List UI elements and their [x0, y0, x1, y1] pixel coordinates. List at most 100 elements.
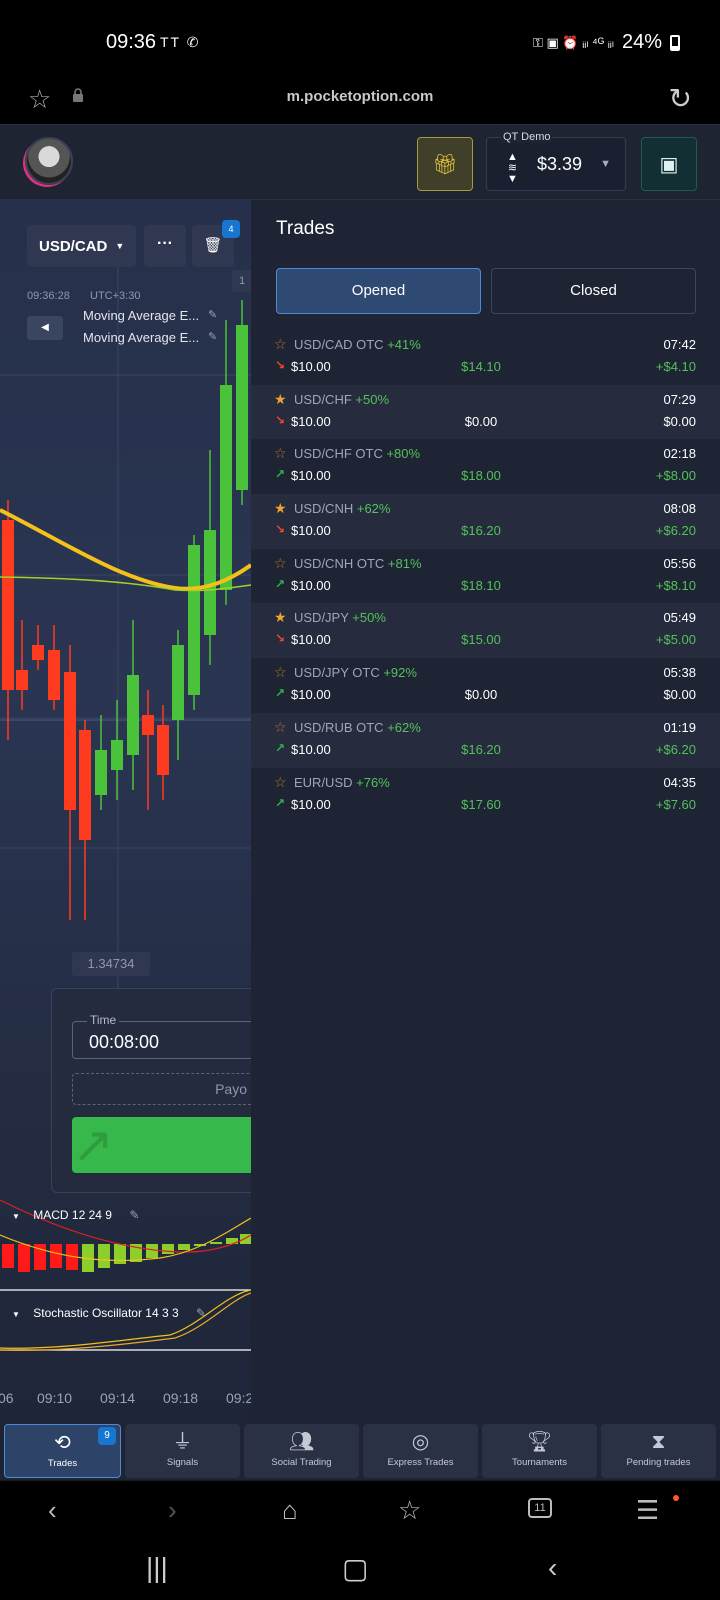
tab-label: Trades [47, 1458, 78, 1469]
account-balance: $3.39 [537, 154, 583, 174]
trade-duration: 02:18 [663, 446, 696, 462]
indicators-collapse-button[interactable]: ◀ [27, 316, 63, 340]
more-button[interactable]: ··· [144, 225, 186, 267]
menu-icon[interactable]: ☰ [636, 1495, 660, 1525]
caret-down-icon: ▼ [12, 1310, 20, 1319]
star-icon[interactable]: ★ [274, 609, 287, 626]
tab-badge: 9 [98, 1427, 116, 1445]
trade-row[interactable]: ★ USD/JPY +50% 05:49 ↘ $10.00 $15.00 +$5.00 [251, 603, 720, 659]
macd-label: MACD 12 24 9 [33, 1208, 112, 1222]
trades-list: ☆ USD/CAD OTC +41% 07:42 ↘ $10.00 $14.10 +$4.1… [251, 330, 720, 822]
macd-bar [226, 1238, 238, 1244]
trade-profit: +$6.20 [655, 523, 696, 539]
indicator-label: Moving Average E... [83, 308, 200, 323]
trade-amount: $10.00 [291, 413, 331, 429]
gift-button[interactable]: 🎁︎ [417, 137, 473, 191]
asset-pair: USD/CAD [39, 237, 108, 255]
buy-button[interactable]: ↗ [72, 1117, 251, 1173]
macd-header[interactable]: ▼ MACD 12 24 9 ✎ [12, 1208, 139, 1222]
trade-row[interactable]: ★ USD/CHF +50% 07:29 ↘ $10.00 $0.00 $0.00 [251, 384, 720, 440]
trade-duration: 04:35 [663, 774, 696, 790]
star-icon[interactable]: ★ [274, 390, 287, 407]
reload-icon[interactable]: ↻ [668, 83, 692, 114]
deposit-button[interactable]: ▣ [641, 137, 697, 191]
trade-row[interactable]: ☆ USD/CNH OTC +81% 05:56 ↗ $10.00 $18.10 +$8.1… [251, 549, 720, 604]
lock-icon[interactable] [72, 88, 84, 102]
star-icon[interactable]: ★ [274, 500, 287, 517]
chevron-down-icon: ▼ [600, 158, 611, 170]
forward-icon[interactable]: › [168, 1495, 177, 1525]
trade-pair: USD/CHF +50% [294, 392, 389, 407]
trade-row[interactable]: ☆ USD/JPY OTC +92% 05:38 ↗ $10.00 $0.00 $0.00 [251, 658, 720, 713]
bottom-tab-bar: ⟲ Trades 9 ⏚ Signals 👥︎ Social Trading ◎ Express… [0, 1422, 720, 1480]
trade-amount: $10.00 [291, 796, 331, 812]
candle-body [111, 740, 123, 770]
url-text[interactable]: m.pocketoption.com [286, 88, 434, 105]
trade-row[interactable]: ☆ USD/CAD OTC +41% 07:42 ↘ $10.00 $14.10 +$4.1… [251, 330, 720, 385]
bookmarks-icon[interactable]: ☆ [398, 1495, 422, 1525]
back-nav-icon[interactable]: ‹ [548, 1552, 558, 1583]
tab-label: Tournaments [512, 1457, 567, 1468]
panel-title: Trades [276, 218, 335, 239]
trade-row[interactable]: ☆ EUR/USD +76% 04:35 ↗ $10.00 $17.60 +$7.60 [251, 768, 720, 823]
trade-profit: $0.00 [663, 687, 696, 703]
macd-bar [82, 1244, 94, 1272]
price-chart[interactable]: USD/CAD ▼ ··· 🗑︎ 4 1 09:36:28 UTC+3:30 ◀… [0, 200, 251, 1422]
recents-icon[interactable]: ||| [146, 1552, 168, 1583]
candle-body [2, 520, 14, 690]
tab-express-trades[interactable]: ◎ Express Trades [363, 1424, 478, 1478]
atm-icon: ▣ [659, 153, 679, 176]
tab-signals[interactable]: ⏚ Signals [125, 1424, 240, 1478]
tab-opened[interactable]: Opened [276, 268, 481, 314]
star-icon[interactable]: ☆ [274, 773, 287, 790]
hourglass-icon: ⧗ [651, 1431, 666, 1453]
trade-row[interactable]: ★ USD/CNH +62% 08:08 ↘ $10.00 $16.20 +$6.20 [251, 494, 720, 549]
pencil-icon[interactable]: ✎ [196, 1306, 207, 1320]
trade-row[interactable]: ☆ USD/RUB OTC +62% 01:19 ↗ $10.00 $16.20 +$6.2… [251, 712, 720, 768]
candle-body [172, 645, 184, 720]
star-icon[interactable]: ☆ [274, 664, 287, 681]
candle-body [157, 725, 169, 775]
asset-selector-button[interactable]: USD/CAD ▼ [27, 225, 136, 267]
trade-amount: $10.00 [291, 523, 331, 539]
indicator-label: Moving Average E... [83, 330, 200, 345]
trade-profit: +$8.10 [655, 577, 696, 593]
tab-label: Signals [166, 1457, 199, 1468]
candle-body [220, 385, 232, 590]
indicator-row[interactable]: Moving Average E... ✎ [83, 330, 233, 345]
stochastic-header[interactable]: ▼ Stochastic Oscillator 14 3 3 ✎ [12, 1306, 206, 1320]
tabs-count[interactable]: 11 [528, 1498, 552, 1518]
home-button-icon[interactable]: ▢ [342, 1553, 369, 1584]
trade-duration: 08:08 [663, 501, 696, 517]
trade-profit: +$7.60 [655, 796, 696, 812]
star-icon[interactable]: ☆ [274, 336, 287, 352]
home-icon[interactable]: ⌂ [282, 1495, 298, 1525]
indicator-row[interactable]: Moving Average E... ✎ [83, 308, 233, 323]
notification-icons: TT ✆ [160, 34, 201, 50]
pencil-icon[interactable]: ✎ [208, 331, 218, 343]
avatar[interactable] [25, 137, 73, 185]
star-icon[interactable]: ☆ [274, 445, 287, 462]
expiry-time-field[interactable]: Time 00:08:00 [72, 1013, 251, 1059]
arrow-up-icon: ↗ [275, 740, 286, 755]
trade-row[interactable]: ☆ USD/CHF OTC +80% 02:18 ↗ $10.00 $18.00 +$8.0… [251, 439, 720, 494]
tab-pending-trades[interactable]: ⧗ Pending trades [601, 1424, 716, 1478]
tab-tournaments[interactable]: 🏆︎ Tournaments [482, 1424, 597, 1478]
payout-field[interactable]: Payo [72, 1073, 251, 1105]
candle-body [95, 750, 107, 795]
payout-percent: +80% [386, 446, 421, 462]
tab-trades[interactable]: ⟲ Trades 9 [4, 1424, 121, 1478]
tab-social-trading[interactable]: 👥︎ Social Trading [244, 1424, 359, 1478]
bookmark-star-icon[interactable]: ☆ [28, 84, 52, 114]
macd-bar [240, 1234, 251, 1244]
pair-name: USD/JPY [294, 610, 349, 626]
tab-closed[interactable]: Closed [491, 268, 696, 314]
star-icon[interactable]: ☆ [274, 718, 287, 735]
pencil-icon[interactable]: ✎ [129, 1208, 140, 1222]
account-selector[interactable]: QT Demo ▲ ≋ ▼ $3.39 ▼ [486, 131, 626, 191]
candlestick-chart [0, 260, 251, 1351]
star-icon[interactable]: ☆ [274, 554, 287, 571]
trade-return: $16.20 [461, 741, 501, 757]
back-icon[interactable]: ‹ [48, 1495, 57, 1525]
pencil-icon[interactable]: ✎ [208, 309, 218, 321]
